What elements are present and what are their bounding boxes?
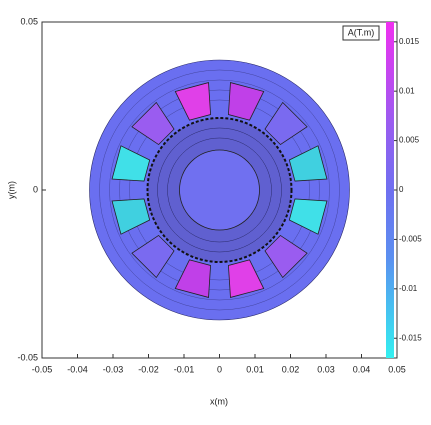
stator-slot xyxy=(174,82,211,121)
contour-line xyxy=(129,99,310,281)
contour-line xyxy=(167,137,272,243)
stator-slot xyxy=(288,198,328,235)
colorbar xyxy=(386,22,394,358)
stator-slot xyxy=(131,101,175,146)
stator-slot xyxy=(228,259,265,298)
x-tick-label: 0.05 xyxy=(388,364,406,374)
stator-slot xyxy=(264,234,308,279)
contour-line xyxy=(99,69,340,311)
x-tick-label: 0 xyxy=(217,364,222,374)
contour-line xyxy=(109,79,330,301)
x-tick-label: 0.03 xyxy=(317,364,335,374)
colorbar-tick-label: 0.005 xyxy=(399,136,420,145)
contour-line xyxy=(119,89,320,291)
colorbar-tick-label: -0.015 xyxy=(399,333,422,342)
x-tick-label: -0.05 xyxy=(32,364,53,374)
colorbar-tick-label: 0.015 xyxy=(399,37,420,46)
y-tick-label: 0.05 xyxy=(20,16,38,26)
y-tick-label: -0.05 xyxy=(17,352,38,362)
x-tick-label: 0.01 xyxy=(246,364,264,374)
x-tick-label: -0.02 xyxy=(138,364,159,374)
stator-slot xyxy=(228,82,265,121)
colorbar-tick-label: -0.01 xyxy=(399,284,418,293)
x-tick-label: 0.02 xyxy=(282,364,300,374)
motor-field xyxy=(89,59,350,321)
stator-slot xyxy=(111,145,151,182)
y-axis-label: y(m) xyxy=(6,181,16,199)
contour-line xyxy=(157,127,282,253)
stator-slot xyxy=(111,198,151,235)
y-tick-label: 0 xyxy=(33,184,38,194)
x-tick-label: -0.04 xyxy=(67,364,88,374)
stator-slot xyxy=(131,234,175,279)
x-axis-label: x(m) xyxy=(210,396,228,406)
x-tick-label: -0.01 xyxy=(174,364,195,374)
stator-slot xyxy=(288,145,328,182)
x-tick-label: -0.03 xyxy=(103,364,124,374)
stator-slot xyxy=(264,101,308,146)
rotor xyxy=(179,149,260,231)
x-tick-label: 0.04 xyxy=(353,364,371,374)
colorbar-label: A(T.m) xyxy=(348,27,375,37)
stator-slot xyxy=(174,259,211,298)
colorbar-tick-label: 0.01 xyxy=(399,86,415,95)
colorbar-tick-label: -0.005 xyxy=(399,235,422,244)
colorbar-tick-label: 0 xyxy=(399,185,404,194)
colorbar-label-box xyxy=(342,25,380,41)
